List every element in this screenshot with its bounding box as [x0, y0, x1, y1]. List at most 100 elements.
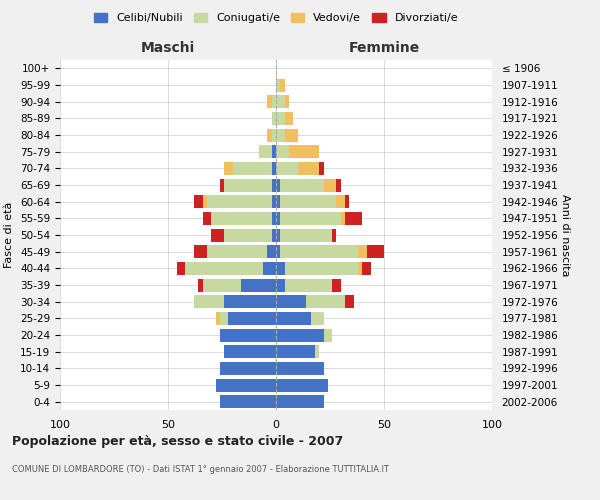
Bar [280, 78, 284, 92]
Bar [367, 245, 384, 258]
Bar [276, 228, 280, 241]
Bar [280, 195, 337, 208]
Bar [358, 262, 362, 275]
Bar [341, 212, 345, 225]
Bar [220, 395, 276, 408]
Bar [272, 212, 276, 225]
Bar [358, 245, 367, 258]
Bar [276, 395, 323, 408]
Bar [345, 295, 354, 308]
Bar [276, 345, 315, 358]
Bar [276, 195, 280, 208]
Bar [194, 245, 207, 258]
Bar [332, 278, 341, 291]
Bar [215, 378, 276, 392]
Bar [319, 162, 323, 175]
Bar [272, 95, 276, 108]
Bar [220, 328, 276, 342]
Bar [272, 128, 276, 141]
Bar [203, 212, 211, 225]
Bar [263, 262, 276, 275]
Bar [280, 228, 332, 241]
Bar [272, 178, 276, 192]
Bar [284, 95, 289, 108]
Bar [276, 295, 306, 308]
Bar [345, 212, 362, 225]
Bar [220, 178, 224, 192]
Y-axis label: Fasce di età: Fasce di età [4, 202, 14, 268]
Bar [203, 195, 207, 208]
Bar [276, 312, 311, 325]
Bar [323, 328, 332, 342]
Bar [311, 312, 323, 325]
Bar [276, 278, 284, 291]
Bar [276, 95, 284, 108]
Bar [280, 212, 341, 225]
Bar [211, 228, 224, 241]
Bar [233, 162, 272, 175]
Text: Femmine: Femmine [349, 41, 419, 55]
Bar [332, 228, 337, 241]
Bar [276, 362, 323, 375]
Bar [215, 312, 220, 325]
Bar [276, 162, 298, 175]
Bar [337, 195, 345, 208]
Bar [272, 145, 276, 158]
Bar [298, 162, 319, 175]
Text: Maschi: Maschi [141, 41, 195, 55]
Bar [284, 262, 358, 275]
Bar [272, 162, 276, 175]
Bar [224, 345, 276, 358]
Bar [259, 145, 272, 158]
Text: COMUNE DI LOMBARDORE (TO) - Dati ISTAT 1° gennaio 2007 - Elaborazione TUTTITALIA: COMUNE DI LOMBARDORE (TO) - Dati ISTAT 1… [12, 465, 389, 474]
Bar [211, 212, 272, 225]
Bar [194, 295, 224, 308]
Bar [276, 128, 284, 141]
Bar [345, 195, 349, 208]
Bar [207, 245, 268, 258]
Bar [276, 78, 280, 92]
Bar [284, 128, 298, 141]
Bar [276, 212, 280, 225]
Bar [276, 378, 328, 392]
Bar [207, 195, 272, 208]
Bar [220, 362, 276, 375]
Bar [280, 178, 323, 192]
Bar [276, 262, 284, 275]
Bar [284, 278, 332, 291]
Bar [306, 295, 345, 308]
Bar [224, 228, 272, 241]
Bar [289, 145, 319, 158]
Bar [272, 112, 276, 125]
Bar [224, 295, 276, 308]
Bar [315, 345, 319, 358]
Bar [276, 328, 323, 342]
Y-axis label: Anni di nascita: Anni di nascita [560, 194, 569, 276]
Bar [224, 178, 272, 192]
Bar [280, 245, 358, 258]
Bar [229, 312, 276, 325]
Bar [276, 245, 280, 258]
Bar [268, 245, 276, 258]
Bar [241, 278, 276, 291]
Bar [276, 145, 289, 158]
Bar [276, 112, 284, 125]
Bar [284, 112, 293, 125]
Bar [337, 178, 341, 192]
Bar [272, 228, 276, 241]
Bar [276, 178, 280, 192]
Bar [176, 262, 185, 275]
Bar [362, 262, 371, 275]
Text: Popolazione per età, sesso e stato civile - 2007: Popolazione per età, sesso e stato civil… [12, 435, 343, 448]
Bar [224, 162, 233, 175]
Bar [272, 195, 276, 208]
Bar [220, 312, 229, 325]
Bar [185, 262, 263, 275]
Bar [203, 278, 241, 291]
Legend: Celibi/Nubili, Coniugati/e, Vedovi/e, Divorziati/e: Celibi/Nubili, Coniugati/e, Vedovi/e, Di… [89, 8, 463, 28]
Bar [198, 278, 203, 291]
Bar [194, 195, 203, 208]
Bar [323, 178, 337, 192]
Bar [268, 95, 272, 108]
Bar [268, 128, 272, 141]
